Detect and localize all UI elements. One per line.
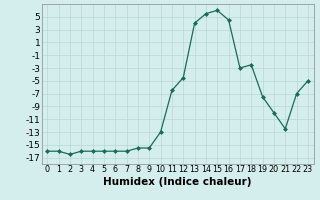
X-axis label: Humidex (Indice chaleur): Humidex (Indice chaleur) [103,177,252,187]
